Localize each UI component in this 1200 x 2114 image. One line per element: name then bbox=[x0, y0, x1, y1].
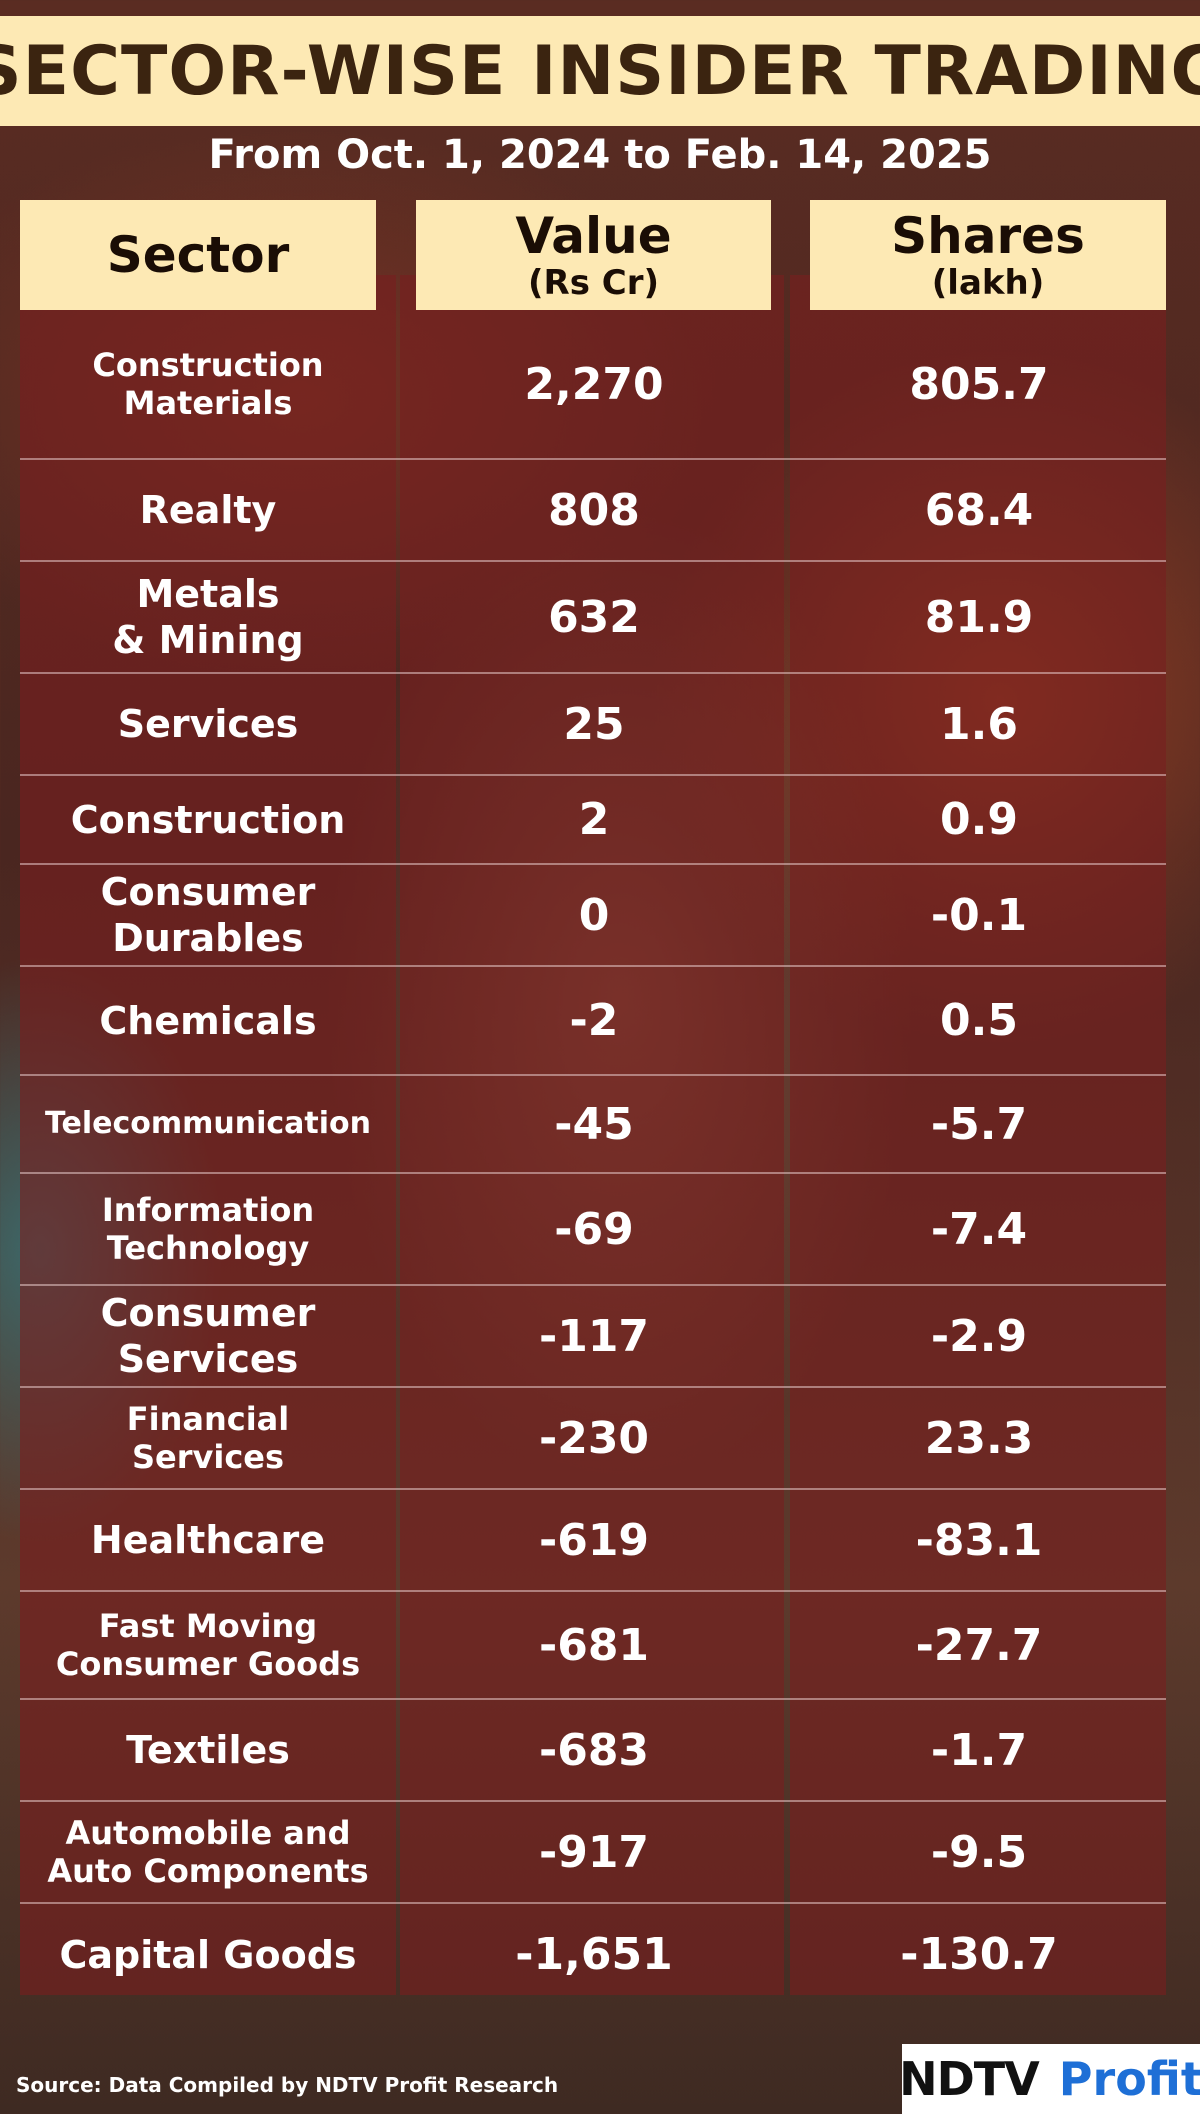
cell-value: -69 bbox=[554, 1203, 634, 1255]
title-bar: SECTOR-WISE INSIDER TRADING bbox=[0, 16, 1200, 126]
table-row: Fast Moving Consumer Goods -681 -27.7 bbox=[20, 1592, 1166, 1700]
cell-value: -2 bbox=[569, 995, 619, 1046]
chart-subtitle: From Oct. 1, 2024 to Feb. 14, 2025 bbox=[208, 132, 992, 178]
cell-shares: -0.1 bbox=[930, 889, 1028, 941]
logo-profit-text: Profit bbox=[1058, 2052, 1200, 2106]
cell-shares: 81.9 bbox=[924, 591, 1034, 643]
cell-shares: -83.1 bbox=[915, 1514, 1043, 1566]
cell-shares: 0.5 bbox=[940, 995, 1018, 1046]
cell-shares: -7.4 bbox=[930, 1203, 1028, 1255]
table-row: Financial Services -230 23.3 bbox=[20, 1388, 1166, 1490]
table-row: Information Technology -69 -7.4 bbox=[20, 1174, 1166, 1286]
cell-sector: Telecommunication bbox=[45, 1106, 371, 1141]
cell-sector: Chemicals bbox=[99, 998, 317, 1043]
cell-value: -683 bbox=[538, 1724, 650, 1776]
cell-value: 808 bbox=[548, 484, 640, 536]
header-shares-unit: (lakh) bbox=[931, 263, 1045, 303]
cell-sector: Construction Materials bbox=[92, 346, 324, 422]
cell-sector: Consumer Durables bbox=[100, 870, 316, 960]
cell-sector: Automobile and Auto Components bbox=[47, 1814, 369, 1890]
table-row: Capital Goods -1,651 -130.7 bbox=[20, 1904, 1166, 2005]
cell-sector: Realty bbox=[139, 488, 277, 532]
cell-value: 632 bbox=[548, 591, 640, 643]
cell-shares: 805.7 bbox=[909, 358, 1049, 410]
cell-value: 0 bbox=[578, 889, 610, 941]
cell-value: -619 bbox=[538, 1514, 650, 1566]
cell-value: -681 bbox=[538, 1619, 650, 1671]
cell-shares: 1.6 bbox=[940, 698, 1018, 750]
table-row: Construction 2 0.9 bbox=[20, 776, 1166, 865]
header-value-unit: (Rs Cr) bbox=[527, 263, 660, 303]
table-row: Textiles -683 -1.7 bbox=[20, 1700, 1166, 1802]
cell-shares: 0.9 bbox=[940, 794, 1018, 845]
cell-sector: Financial Services bbox=[126, 1400, 290, 1476]
table-row: Consumer Durables 0 -0.1 bbox=[20, 865, 1166, 967]
header-shares-label: Shares bbox=[891, 207, 1085, 265]
header-value: Value (Rs Cr) bbox=[416, 200, 771, 310]
header-value-label: Value bbox=[515, 207, 672, 265]
ndtv-profit-logo: NDTV Profit bbox=[899, 2044, 1200, 2114]
logo-ndtv-text: NDTV bbox=[899, 2052, 1040, 2106]
cell-sector: Textiles bbox=[126, 1728, 290, 1772]
cell-shares: -1.7 bbox=[930, 1724, 1028, 1776]
table-row: Metals & Mining 632 81.9 bbox=[20, 562, 1166, 674]
cell-sector: Information Technology bbox=[101, 1191, 315, 1267]
cell-sector: Consumer Services bbox=[100, 1291, 316, 1381]
cell-value: 2 bbox=[578, 794, 610, 845]
table-row: Realty 808 68.4 bbox=[20, 460, 1166, 562]
header-sector: Sector bbox=[20, 200, 376, 310]
header-shares: Shares (lakh) bbox=[810, 200, 1166, 310]
cell-shares: 23.3 bbox=[924, 1412, 1034, 1464]
cell-sector: Metals & Mining bbox=[112, 572, 304, 662]
cell-value: -1,651 bbox=[515, 1929, 673, 1980]
cell-shares: -2.9 bbox=[930, 1310, 1028, 1362]
cell-value: -45 bbox=[554, 1098, 634, 1150]
table-row: Telecommunication -45 -5.7 bbox=[20, 1076, 1166, 1174]
cell-shares: -5.7 bbox=[930, 1098, 1028, 1150]
cell-shares: 68.4 bbox=[924, 484, 1034, 536]
cell-value: -917 bbox=[538, 1826, 650, 1878]
table-body: Construction Materials 2,270 805.7 Realty 80… bbox=[20, 310, 1166, 2005]
cell-shares: -9.5 bbox=[930, 1826, 1028, 1878]
table-row: Automobile and Auto Components -917 -9.5 bbox=[20, 1802, 1166, 1904]
cell-value: -117 bbox=[538, 1310, 650, 1362]
chart-title: SECTOR-WISE INSIDER TRADING bbox=[0, 31, 1200, 111]
cell-sector: Construction bbox=[70, 797, 346, 842]
cell-sector: Healthcare bbox=[90, 1518, 326, 1562]
source-note: Source: Data Compiled by NDTV Profit Res… bbox=[16, 2073, 559, 2097]
cell-shares: -27.7 bbox=[915, 1619, 1043, 1671]
header-sector-label: Sector bbox=[106, 226, 290, 284]
cell-sector: Capital Goods bbox=[59, 1932, 357, 1977]
cell-value: 25 bbox=[563, 698, 625, 750]
cell-sector: Fast Moving Consumer Goods bbox=[55, 1607, 361, 1683]
cell-value: -230 bbox=[538, 1412, 650, 1464]
cell-value: 2,270 bbox=[524, 358, 664, 410]
cell-shares: -130.7 bbox=[900, 1929, 1058, 1980]
table-row: Consumer Services -117 -2.9 bbox=[20, 1286, 1166, 1388]
table-row: Healthcare -619 -83.1 bbox=[20, 1490, 1166, 1592]
table-row: Construction Materials 2,270 805.7 bbox=[20, 310, 1166, 460]
cell-sector: Services bbox=[117, 702, 299, 746]
table-row: Services 25 1.6 bbox=[20, 674, 1166, 776]
table-row: Chemicals -2 0.5 bbox=[20, 967, 1166, 1076]
